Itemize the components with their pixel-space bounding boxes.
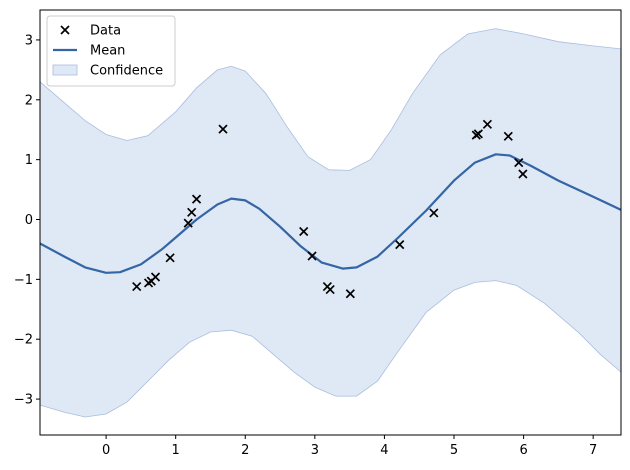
data-point [132,281,142,292]
data-point [325,284,335,295]
axes-frame [39,9,622,436]
y-tick-label: 1 [25,153,33,168]
data-point [518,169,528,179]
legend-confidence-swatch [52,64,78,76]
y-tick-label: 0 [25,213,33,228]
x-tick-label: 6 [519,443,527,458]
legend-label: Mean [90,44,125,59]
data-point [429,208,439,218]
data-point [503,131,513,141]
x-tick-label: 0 [102,443,110,458]
data-point [165,253,175,263]
data-point [345,289,355,299]
data-point [150,272,161,282]
x-tick-label: 5 [450,443,458,458]
y-tick-label: 3 [25,33,33,48]
data-point [191,194,202,204]
data-point [218,124,228,134]
data-point [187,207,197,217]
legend-label: Data [90,24,121,39]
y-tick-label: −2 [14,333,33,348]
data-point [183,218,193,228]
y-tick-label: −3 [14,393,33,408]
legend-box [46,15,176,87]
confidence-band [40,28,621,418]
legend-label: Confidence [90,64,163,79]
data-point [514,158,524,168]
legend: Data Mean Confidence [46,15,176,87]
x-tick-label: 1 [172,443,180,458]
y-tick-label: −1 [14,273,33,288]
y-tick-label: 2 [25,93,33,108]
legend-data-marker [60,25,70,35]
x-tick-label: 3 [311,443,319,458]
data-point [482,119,493,129]
x-tick-label: 7 [589,443,597,458]
x-tick-label: 4 [380,443,388,458]
mean-line [40,153,621,274]
data-point [299,226,309,237]
data-point [307,251,317,261]
data-point [395,240,405,250]
data-point [473,129,483,139]
plot-area: 0 1 2 3 4 5 6 7 −3 −2 −1 0 1 2 3 [14,9,622,458]
x-tick-label: 2 [241,443,249,458]
